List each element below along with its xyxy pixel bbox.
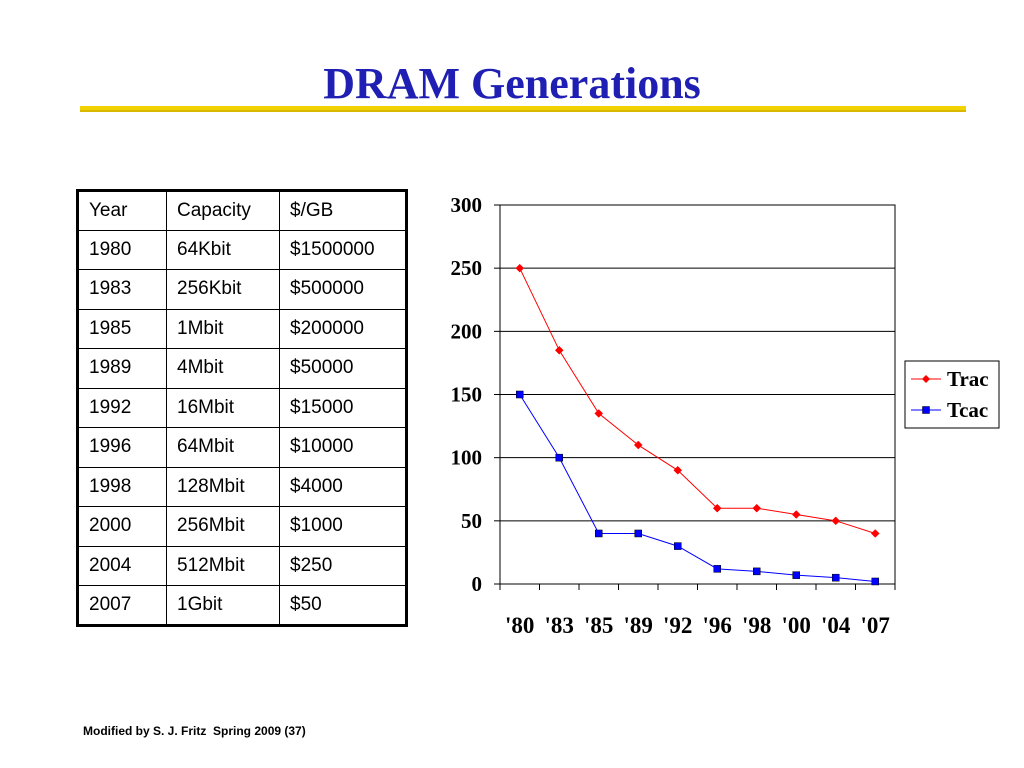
x-tick-label: '07 — [861, 613, 890, 638]
cell-capacity: 1Mbit — [166, 308, 280, 349]
table-row: 1980 64Kbit $1500000 — [77, 229, 407, 270]
cell-cost: $1500000 — [279, 229, 407, 270]
title-underline — [80, 106, 966, 112]
cell-year: 1980 — [77, 229, 167, 270]
data-point-trac — [554, 345, 564, 355]
cell-cost: $200000 — [279, 308, 407, 349]
data-point-tcac — [555, 453, 563, 462]
legend-marker-tcac — [922, 406, 930, 414]
data-point-tcac — [516, 390, 524, 399]
table-row: 1996 64Mbit $10000 — [77, 427, 407, 468]
data-point-trac — [712, 503, 722, 513]
x-tick-label: '00 — [782, 613, 811, 638]
legend-label-trac: Trac — [947, 367, 989, 391]
x-tick-label: '98 — [742, 613, 771, 638]
cell-year: 2004 — [77, 545, 167, 586]
series-line-tcac — [519, 394, 876, 582]
x-tick-label: '96 — [703, 613, 732, 638]
cell-cost: $50000 — [279, 348, 407, 389]
y-tick-label: 100 — [451, 446, 483, 470]
cell-capacity: 1Gbit — [166, 585, 280, 626]
header-year: Year — [77, 190, 167, 231]
cell-cost: $250 — [279, 545, 407, 586]
data-point-trac — [594, 409, 604, 418]
legend-label-tcac: Tcac — [947, 398, 988, 422]
data-point-tcac — [634, 529, 642, 538]
table-row: 1989 4Mbit $50000 — [77, 348, 407, 389]
legend-marker-trac — [922, 375, 930, 383]
cell-year: 2000 — [77, 506, 167, 547]
cell-cost: $4000 — [279, 466, 407, 507]
table-row: 2004 512Mbit $250 — [77, 545, 407, 586]
cell-cost: $10000 — [279, 427, 407, 468]
data-point-tcac — [595, 529, 603, 538]
table-row: 1983 256Kbit $500000 — [77, 269, 407, 310]
y-tick-label: 300 — [451, 193, 483, 217]
cell-capacity: 64Kbit — [166, 229, 280, 270]
data-point-trac — [870, 529, 880, 538]
cell-cost: $50 — [279, 585, 407, 626]
data-point-trac — [752, 503, 762, 513]
cell-capacity: 16Mbit — [166, 387, 280, 428]
data-point-tcac — [792, 571, 800, 579]
y-tick-label: 50 — [461, 509, 482, 533]
cell-capacity: 512Mbit — [166, 545, 280, 586]
cell-year: 1996 — [77, 427, 167, 468]
series-line-trac — [519, 267, 876, 534]
y-tick-label: 200 — [451, 319, 483, 343]
data-point-trac — [831, 516, 841, 526]
header-capacity: Capacity — [166, 190, 280, 231]
y-tick-label: 0 — [472, 572, 483, 596]
data-point-trac — [633, 440, 643, 450]
cell-cost: $1000 — [279, 506, 407, 547]
slide-title: DRAM Generations — [323, 59, 701, 108]
x-tick-label: '80 — [505, 613, 534, 638]
cell-year: 1992 — [77, 387, 167, 428]
data-point-tcac — [713, 565, 721, 573]
data-point-trac — [515, 263, 525, 273]
x-tick-label: '04 — [821, 613, 851, 638]
legend-box — [904, 360, 1000, 429]
x-tick-label: '85 — [584, 613, 613, 638]
header-cost-per-gb: $/GB — [279, 190, 407, 231]
cell-capacity: 256Mbit — [166, 506, 280, 547]
x-tick-label: '92 — [663, 613, 692, 638]
table-header-row: Year Capacity $/GB — [77, 190, 407, 231]
cell-year: 1983 — [77, 269, 167, 310]
x-tick-label: '89 — [624, 613, 653, 638]
table-row: 1985 1Mbit $200000 — [77, 308, 407, 349]
data-point-trac — [791, 510, 801, 519]
data-point-trac — [673, 465, 683, 475]
cell-cost: $15000 — [279, 387, 407, 428]
x-tick-label: '83 — [545, 613, 574, 638]
dram-table: Year Capacity $/GB 1980 64Kbit $1500000 … — [76, 189, 408, 627]
table-row: 2000 256Mbit $1000 — [77, 506, 407, 547]
data-point-tcac — [674, 542, 682, 550]
table-row: 2007 1Gbit $50 — [77, 585, 407, 626]
data-point-tcac — [753, 567, 761, 576]
table-row: 1992 16Mbit $15000 — [77, 387, 407, 428]
cell-cost: $500000 — [279, 269, 407, 310]
data-point-tcac — [832, 573, 840, 582]
cell-year: 1989 — [77, 348, 167, 389]
data-point-tcac — [871, 577, 879, 586]
cell-year: 2007 — [77, 585, 167, 626]
y-tick-label: 150 — [451, 383, 483, 407]
slide-footer: Modified by S. J. Fritz Spring 2009 (37) — [83, 724, 306, 738]
cell-capacity: 256Kbit — [166, 269, 280, 310]
y-tick-label: 250 — [451, 256, 483, 280]
